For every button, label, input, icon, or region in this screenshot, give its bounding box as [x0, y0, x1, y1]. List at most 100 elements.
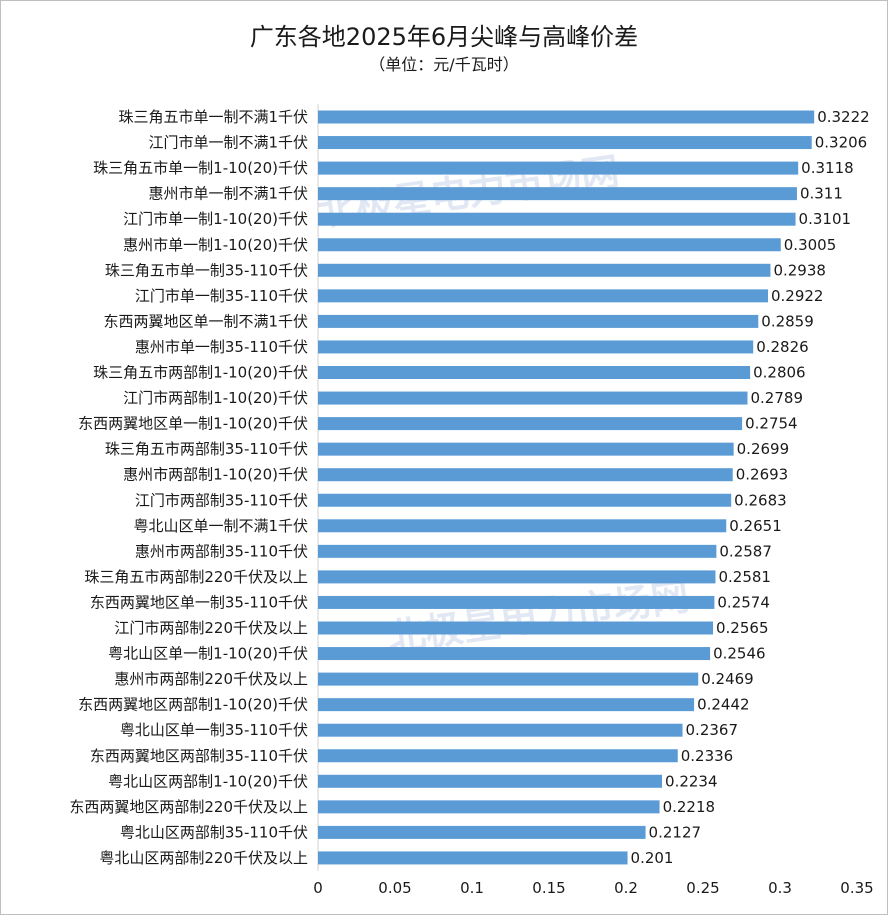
bar-8	[318, 289, 768, 303]
bar-9	[318, 314, 759, 328]
value-label-27: 0.2234	[665, 772, 718, 790]
category-label-26: 东西两翼地区两部制35-110千伏	[90, 747, 308, 765]
category-label-7: 珠三角五市单一制35-110千伏	[105, 261, 308, 279]
category-label-6: 惠州市单一制1-10(20)千伏	[123, 236, 308, 254]
category-label-28: 东西两翼地区两部制220千伏及以上	[69, 798, 308, 816]
category-label-9: 东西两翼地区单一制不满1千伏	[103, 312, 308, 330]
bar-24	[318, 698, 695, 712]
category-label-8: 江门市单一制35-110千伏	[135, 287, 308, 305]
value-label-26: 0.2336	[681, 747, 734, 765]
category-label-29: 粤北山区两部制35-110千伏	[120, 823, 308, 841]
category-label-13: 东西两翼地区单一制1-10(20)千伏	[78, 415, 308, 433]
value-label-12: 0.2789	[751, 389, 804, 407]
value-label-4: 0.311	[800, 185, 843, 203]
category-label-4: 惠州市单一制不满1千伏	[148, 185, 308, 203]
bar-6	[318, 238, 781, 252]
value-label-16: 0.2683	[734, 491, 787, 509]
value-label-28: 0.2218	[663, 798, 716, 816]
bar-12	[318, 391, 748, 405]
category-label-2: 江门市单一制不满1千伏	[148, 134, 308, 152]
bar-3	[318, 161, 799, 175]
value-label-2: 0.3206	[815, 134, 868, 152]
bar-28	[318, 800, 660, 814]
value-label-25: 0.2367	[686, 721, 739, 739]
x-tick-label-7: 0.35	[840, 879, 873, 897]
category-label-20: 东西两翼地区单一制35-110千伏	[90, 593, 308, 611]
value-label-17: 0.2651	[729, 517, 782, 535]
category-label-23: 惠州市两部制220千伏及以上	[114, 670, 308, 688]
value-label-15: 0.2693	[736, 466, 789, 484]
value-label-21: 0.2565	[716, 619, 769, 637]
x-tick-label-0: 0	[313, 879, 323, 897]
value-label-18: 0.2587	[719, 542, 772, 560]
bar-29	[318, 825, 646, 839]
category-label-1: 珠三角五市单一制不满1千伏	[118, 108, 308, 126]
x-tick-label-6: 0.3	[768, 879, 792, 897]
value-label-13: 0.2754	[745, 415, 798, 433]
value-label-20: 0.2574	[717, 593, 770, 611]
bar-10	[318, 340, 754, 354]
x-tick-label-3: 0.15	[532, 879, 565, 897]
bar-11	[318, 366, 751, 379]
value-label-29: 0.2127	[649, 823, 702, 841]
bar-7	[318, 263, 771, 277]
value-label-11: 0.2806	[753, 364, 806, 382]
category-label-11: 珠三角五市两部制1-10(20)千伏	[93, 364, 308, 382]
bar-18	[318, 544, 717, 558]
bar-21	[318, 621, 714, 635]
category-label-15: 惠州市两部制1-10(20)千伏	[123, 466, 308, 484]
bar-19	[318, 570, 716, 584]
bar-series	[318, 110, 815, 865]
category-label-10: 惠州市单一制35-110千伏	[135, 338, 308, 356]
bar-17	[318, 519, 727, 533]
value-label-3: 0.3118	[801, 159, 854, 177]
category-label-21: 江门市两部制220千伏及以上	[114, 619, 308, 637]
value-label-30: 0.201	[631, 849, 674, 867]
category-label-24: 东西两翼地区两部制1-10(20)千伏	[78, 696, 308, 714]
bar-5	[318, 212, 796, 226]
bar-27	[318, 774, 663, 788]
value-label-24: 0.2442	[697, 696, 750, 714]
x-tick-label-1: 0.05	[378, 879, 411, 897]
value-label-1: 0.3222	[817, 108, 870, 126]
value-label-7: 0.2938	[773, 261, 826, 279]
category-label-12: 江门市两部制1-10(20)千伏	[123, 389, 308, 407]
x-tick-label-5: 0.25	[686, 879, 719, 897]
value-labels: 0.3222 0.3206 0.3118 0.311 0.3101 0.3005 0.293…	[631, 108, 870, 867]
category-label-27: 粤北山区两部制1-10(20)千伏	[108, 772, 308, 790]
category-label-25: 粤北山区单一制35-110千伏	[120, 721, 308, 739]
bar-22	[318, 647, 711, 661]
value-label-5: 0.3101	[799, 210, 852, 228]
x-axis-tick-labels: 0 0.05 0.1 0.15 0.2 0.25 0.3 0.35	[313, 879, 873, 897]
x-tick-label-4: 0.2	[614, 879, 638, 897]
category-label-14: 珠三角五市两部制35-110千伏	[105, 440, 308, 458]
value-label-14: 0.2699	[737, 440, 790, 458]
bar-30	[318, 851, 628, 865]
chart-subtitle: （单位：元/千瓦时）	[369, 55, 518, 74]
bar-2	[318, 136, 812, 150]
category-label-22: 粤北山区单一制1-10(20)千伏	[108, 645, 308, 663]
bar-25	[318, 723, 683, 737]
value-label-8: 0.2922	[771, 287, 824, 305]
category-labels: 珠三角五市单一制不满1千伏江门市单一制不满1千伏珠三角五市单一制1-10(20)…	[69, 108, 308, 867]
value-label-6: 0.3005	[784, 236, 837, 254]
value-label-9: 0.2859	[761, 312, 814, 330]
category-label-17: 粤北山区单一制不满1千伏	[133, 517, 308, 535]
bar-16	[318, 493, 732, 507]
category-label-18: 惠州市两部制35-110千伏	[135, 542, 308, 560]
chart-title: 广东各地2025年6月尖峰与高峰价差	[250, 23, 638, 51]
category-label-3: 珠三角五市单一制1-10(20)千伏	[93, 159, 308, 177]
bar-1	[318, 110, 815, 124]
value-label-10: 0.2826	[756, 338, 809, 356]
bar-13	[318, 417, 743, 431]
category-label-5: 江门市单一制1-10(20)千伏	[123, 210, 308, 228]
category-label-16: 江门市两部制35-110千伏	[135, 491, 308, 509]
bar-15	[318, 468, 733, 482]
x-tick-label-2: 0.1	[460, 879, 484, 897]
bar-14	[318, 442, 734, 456]
value-label-19: 0.2581	[718, 568, 771, 586]
value-label-23: 0.2469	[701, 670, 754, 688]
bar-20	[318, 595, 715, 609]
